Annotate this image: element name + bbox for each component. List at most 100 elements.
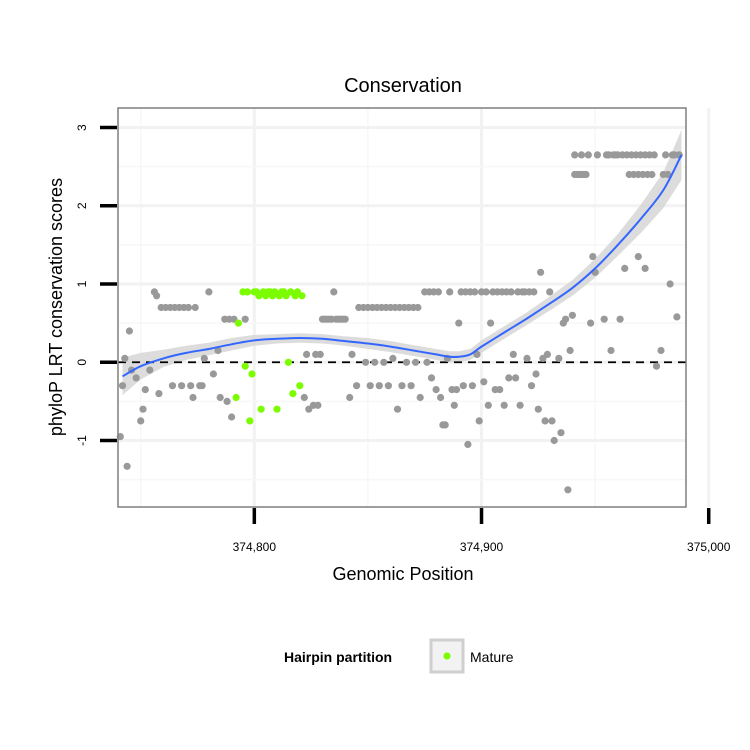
plot-panel [116,107,711,508]
data-point-other [441,421,449,429]
data-point-other [511,374,520,382]
data-point-other [459,382,467,390]
data-point-other [423,358,431,366]
data-point-other [589,253,597,261]
legend-title: Hairpin partition [284,649,392,665]
data-point-other [375,382,383,390]
data-point-other [568,311,577,319]
data-point-other [471,288,479,296]
data-point-other [200,354,208,362]
data-point-other [550,436,558,445]
data-point-other [616,315,624,323]
data-point-other [484,401,492,409]
data-point-other [434,288,442,296]
y-tick-label: 2 [75,202,89,209]
data-point-other [587,319,595,327]
data-point-other [241,315,249,323]
data-point-other [532,370,540,378]
data-point-other [650,151,658,159]
plot-border [117,107,687,508]
data-point-other [380,358,388,366]
data-point-other [527,382,536,390]
data-point-other [223,397,231,405]
data-point-other [482,288,490,296]
data-point-other [505,374,513,382]
data-point-mature [289,390,297,398]
data-point-other [432,386,440,394]
data-point-other [384,382,392,390]
data-point-other [455,319,463,327]
y-axis-title: phyloP LRT conservation scores [46,178,66,436]
data-point-other [566,346,574,355]
data-point-other [209,370,217,378]
data-point-other [139,405,147,413]
data-point-other [534,405,542,413]
x-tick-label: 374,800 [233,540,277,554]
data-point-other [362,358,370,366]
data-point-other [427,374,436,382]
data-point-other [198,382,206,390]
data-point-mature [273,405,281,413]
data-point-other [468,382,476,390]
data-point-other [593,151,602,159]
data-point-other [414,303,422,312]
data-point-other [187,382,195,390]
data-point-other [546,288,554,296]
data-point-other [509,350,517,358]
data-point-other [412,358,420,366]
data-point-other [191,303,199,312]
data-point-other [168,382,177,390]
smooth-trend-line [122,154,683,378]
data-point-other [366,382,374,390]
data-point-other [480,378,488,386]
data-point-other [450,401,458,409]
data-point-other [584,151,592,159]
data-point-other [673,313,681,321]
data-point-mature [298,292,306,300]
y-tick-label: -1 [75,435,89,446]
data-point-other [228,413,236,421]
data-point-other [473,350,481,358]
data-point-other [582,170,590,179]
data-point-other [137,417,145,425]
data-point-other [341,315,349,323]
data-point-other [523,354,531,362]
data-point-other [475,417,483,425]
data-point-other [330,288,338,296]
data-point-other [348,350,356,358]
data-point-other [205,288,213,296]
data-point-other [393,405,402,413]
data-point-other [516,401,524,409]
legend: Hairpin partition Mature [284,638,514,674]
data-point-other [657,346,665,355]
data-point-other [146,366,154,374]
data-point-other [407,382,415,390]
data-point-other [437,393,445,402]
data-point-other [216,393,224,402]
data-point-other [641,264,649,272]
data-point-other [496,386,504,394]
data-point-other [416,393,424,402]
y-axis: -1 0 1 2 3 [75,124,117,446]
data-point-other [300,393,308,402]
data-point-other [664,170,672,179]
data-point-mature [257,405,265,413]
y-tick-label: 3 [75,124,89,131]
data-point-other [123,462,131,470]
data-point-other [662,151,670,159]
data-point-other [121,354,129,362]
data-point-other [543,350,552,358]
data-point-other [371,358,379,366]
data-point-other [189,393,197,402]
x-axis: 374,800 374,900 375,000 [233,508,731,554]
data-point-other [530,288,538,296]
data-point-other [652,362,661,370]
data-point-other [648,170,656,179]
data-point-other [353,382,361,390]
data-point-other [118,382,127,390]
data-point-other [571,151,579,159]
data-point-other [621,264,629,272]
data-point-other [507,288,515,296]
data-point-other [607,346,615,355]
data-point-other [402,358,411,366]
